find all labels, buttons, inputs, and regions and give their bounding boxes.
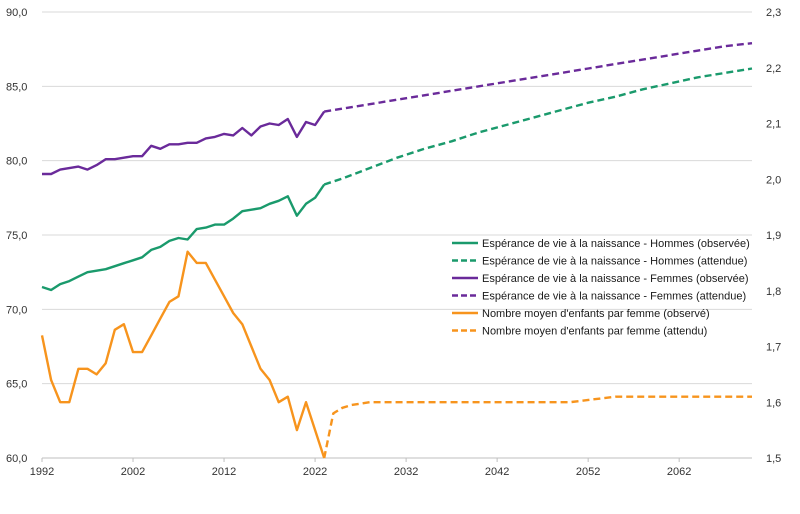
x-tick-label: 2052 bbox=[576, 466, 600, 478]
y-right-tick-label: 2,3 bbox=[766, 7, 781, 19]
grid bbox=[42, 11, 752, 459]
legend-label: Espérance de vie à la naissance - Hommes… bbox=[482, 238, 750, 250]
legend: Espérance de vie à la naissance - Hommes… bbox=[452, 238, 750, 338]
y-left-tick-label: 65,0 bbox=[6, 379, 27, 391]
x-tick-label: 2042 bbox=[485, 466, 509, 478]
x-tick-label: 2022 bbox=[303, 466, 327, 478]
legend-label: Espérance de vie à la naissance - Femmes… bbox=[482, 273, 749, 285]
y-right-tick-label: 1,8 bbox=[766, 286, 781, 298]
series-line-4 bbox=[324, 42, 753, 113]
y-left-tick-label: 80,0 bbox=[6, 156, 27, 168]
series-group bbox=[40, 42, 753, 459]
y-left-tick-label: 75,0 bbox=[6, 230, 27, 242]
x-tick-label: 2062 bbox=[667, 466, 691, 478]
legend-label: Nombre moyen d'enfants par femme (observ… bbox=[482, 308, 710, 320]
series-line-1 bbox=[41, 183, 326, 292]
y-right-tick-label: 2,1 bbox=[766, 119, 781, 131]
series-line-6 bbox=[323, 395, 752, 459]
y-right-tick-label: 1,9 bbox=[766, 230, 781, 242]
y-right-tick-label: 1,7 bbox=[766, 342, 781, 354]
series-line-5 bbox=[40, 250, 326, 459]
x-tick-label: 2032 bbox=[394, 466, 418, 478]
axes: 60,0 65,0 70,0 75,0 80,0 85,0 90,0 1,5 1,6 1,7 1,8… bbox=[6, 7, 781, 478]
y-right-tick-label: 2,2 bbox=[766, 63, 781, 75]
y-right-tick-label: 1,5 bbox=[766, 453, 781, 465]
legend-label: Espérance de vie à la naissance - Femmes… bbox=[482, 291, 746, 303]
y-left-tick-label: 70,0 bbox=[6, 304, 27, 316]
series-line-2 bbox=[323, 67, 753, 186]
x-tick-label: 2012 bbox=[212, 466, 236, 478]
legend-label: Nombre moyen d'enfants par femme (attend… bbox=[482, 326, 707, 338]
y-left-tick-label: 60,0 bbox=[6, 453, 27, 465]
x-tick-label: 2002 bbox=[121, 466, 145, 478]
y-right-tick-label: 1,6 bbox=[766, 397, 781, 409]
legend-label: Espérance de vie à la naissance - Hommes… bbox=[482, 256, 747, 268]
x-tick-label: 1992 bbox=[30, 466, 54, 478]
series-line-3 bbox=[42, 110, 326, 176]
y-right-tick-label: 2,0 bbox=[766, 174, 781, 186]
y-left-tick-label: 90,0 bbox=[6, 7, 27, 19]
y-left-tick-label: 85,0 bbox=[6, 81, 27, 93]
